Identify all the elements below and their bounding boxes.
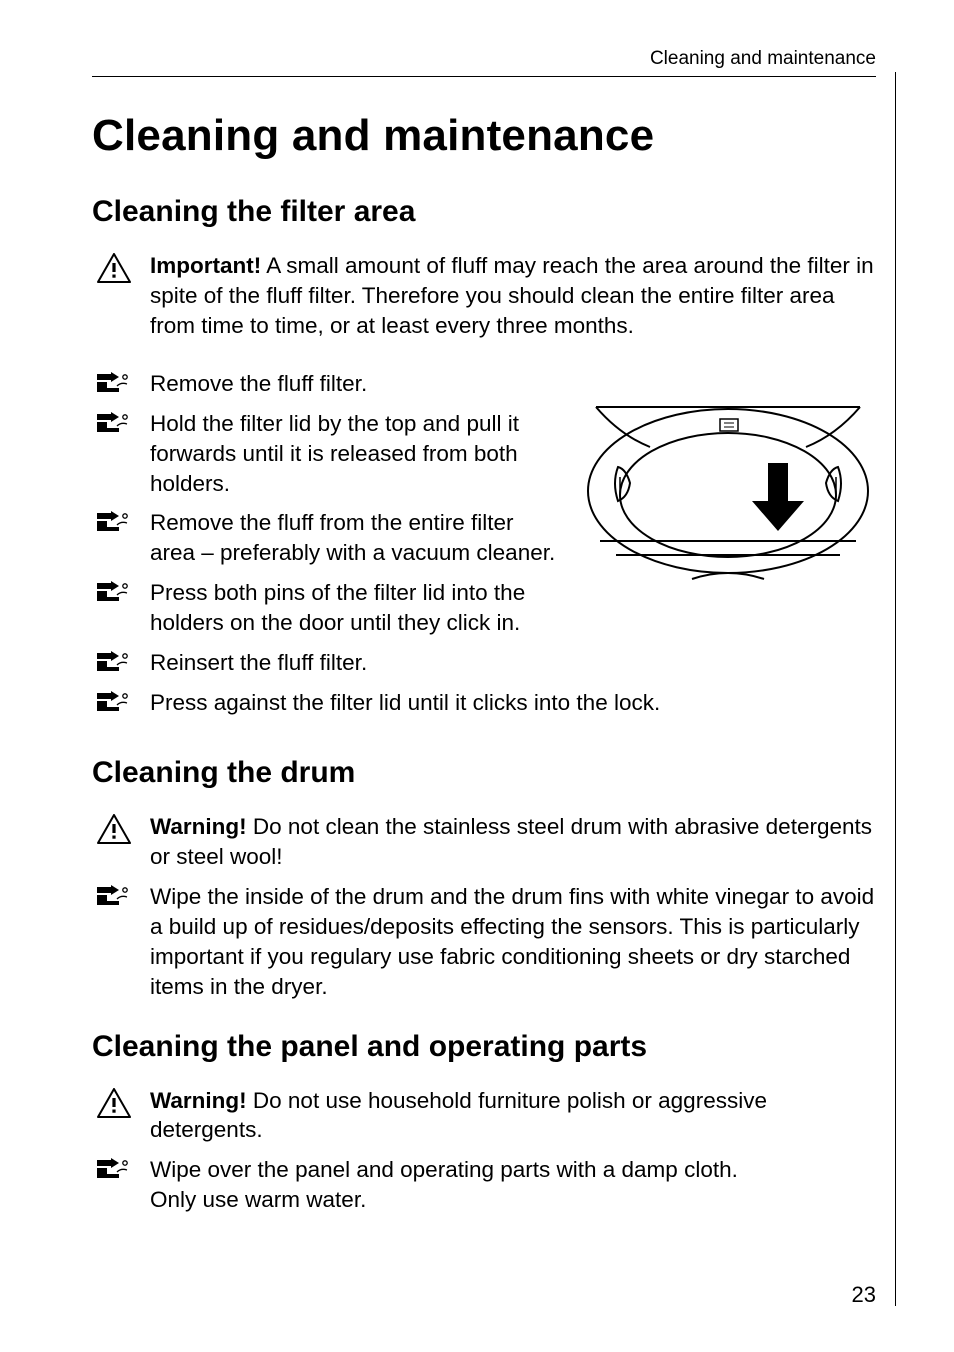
list-item: Hold the filter lid by the top and pull …	[92, 409, 564, 499]
list-item: Press against the filter lid until it cl…	[92, 688, 876, 718]
step-text: Wipe the inside of the drum and the drum…	[150, 882, 876, 1002]
warning-block: Warning! Do not use household furniture …	[92, 1086, 876, 1146]
warning-label: Warning!	[150, 1088, 247, 1113]
warning-block: Warning! Do not clean the stainless stee…	[92, 812, 876, 872]
pointing-hand-icon	[92, 882, 136, 906]
pointing-hand-icon	[92, 688, 136, 712]
warning-text: Warning! Do not use household furniture …	[150, 1086, 876, 1146]
step-text: Wipe over the panel and operating parts …	[150, 1155, 876, 1215]
pointing-hand-icon	[92, 369, 136, 393]
step-text: Press both pins of the filter lid into t…	[150, 578, 564, 638]
important-text: Important! A small amount of fluff may r…	[150, 251, 876, 341]
step-text: Hold the filter lid by the top and pull …	[150, 409, 564, 499]
list-item: Reinsert the fluff filter.	[92, 648, 876, 678]
list-item: Remove the fluff filter.	[92, 369, 564, 399]
filter-area-diagram	[580, 371, 876, 587]
pointing-hand-icon	[92, 648, 136, 672]
warning-triangle-icon	[92, 251, 136, 283]
filter-steps-group: Remove the fluff filter. Hold the filter…	[92, 369, 876, 728]
step-text: Press against the filter lid until it cl…	[150, 688, 876, 718]
warning-label: Warning!	[150, 814, 247, 839]
section-title-drum: Cleaning the drum	[92, 756, 876, 790]
important-block: Important! A small amount of fluff may r…	[92, 251, 876, 341]
list-item: Press both pins of the filter lid into t…	[92, 578, 564, 638]
important-label: Important!	[150, 253, 261, 278]
step-text: Reinsert the fluff filter.	[150, 648, 876, 678]
page-number: 23	[852, 1282, 876, 1308]
page-side-rule	[895, 72, 896, 1306]
header-rule	[92, 76, 876, 77]
warning-triangle-icon	[92, 812, 136, 844]
pointing-hand-icon	[92, 508, 136, 532]
pointing-hand-icon	[92, 409, 136, 433]
list-item: Wipe over the panel and operating parts …	[92, 1155, 876, 1215]
warning-triangle-icon	[92, 1086, 136, 1118]
page-title: Cleaning and maintenance	[92, 111, 876, 161]
section-title-panel: Cleaning the panel and operating parts	[92, 1030, 876, 1064]
pointing-hand-icon	[92, 1155, 136, 1179]
running-head: Cleaning and maintenance	[92, 48, 876, 70]
list-item: Wipe the inside of the drum and the drum…	[92, 882, 876, 1002]
step-text: Remove the fluff filter.	[150, 369, 564, 399]
warning-body: Do not clean the stainless steel drum wi…	[150, 814, 872, 869]
warning-text: Warning! Do not clean the stainless stee…	[150, 812, 876, 872]
pointing-hand-icon	[92, 578, 136, 602]
step-text: Remove the fluff from the entire filter …	[150, 508, 564, 568]
section-title-filter: Cleaning the filter area	[92, 195, 876, 229]
list-item: Remove the fluff from the entire filter …	[92, 508, 564, 568]
